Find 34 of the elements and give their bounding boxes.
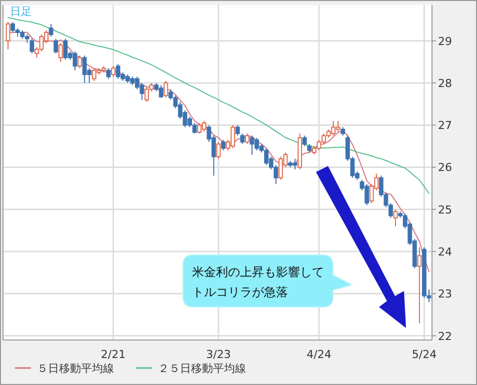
y-tick-label: 28 bbox=[438, 76, 452, 90]
legend-label: ５日移動平均線 bbox=[37, 362, 114, 375]
y-tick-label: 29 bbox=[438, 34, 452, 48]
candlestick bbox=[54, 38, 58, 54]
candlestick bbox=[417, 246, 422, 324]
legend-label: ２５日移動平均線 bbox=[158, 362, 246, 375]
candlestick bbox=[48, 23, 54, 38]
candlestick bbox=[240, 133, 245, 145]
y-tick-label: 23 bbox=[438, 288, 452, 301]
y-tick-label: 27 bbox=[438, 119, 452, 132]
annotation: 米金利の上昇も影響して bbox=[192, 265, 324, 279]
candlestick bbox=[30, 38, 34, 54]
candlestick bbox=[164, 80, 168, 98]
y-tick-label: 25 bbox=[438, 203, 452, 216]
candlestick bbox=[6, 21, 10, 50]
y-tick-label: 26 bbox=[438, 161, 452, 174]
candlestick bbox=[302, 135, 307, 147]
x-tick-label: 5/24 bbox=[412, 348, 437, 361]
x-tick-label: 2/21 bbox=[100, 348, 126, 361]
chart-title: 日足 bbox=[10, 5, 32, 18]
annotation: トルコリラが急落 bbox=[192, 285, 288, 299]
candlestick bbox=[78, 55, 82, 69]
x-tick-label: 4/24 bbox=[306, 348, 332, 361]
y-tick-label: 24 bbox=[438, 246, 452, 259]
candlestick bbox=[216, 141, 221, 160]
candlestick bbox=[235, 124, 240, 136]
candlestick bbox=[106, 68, 111, 80]
x-tick-label: 3/23 bbox=[206, 348, 231, 361]
candlestick bbox=[58, 42, 63, 62]
candlestick bbox=[245, 133, 250, 145]
candlestick bbox=[393, 208, 398, 227]
y-tick-label: 22 bbox=[438, 330, 452, 343]
candlestick bbox=[221, 139, 226, 151]
candlestick bbox=[111, 66, 116, 78]
